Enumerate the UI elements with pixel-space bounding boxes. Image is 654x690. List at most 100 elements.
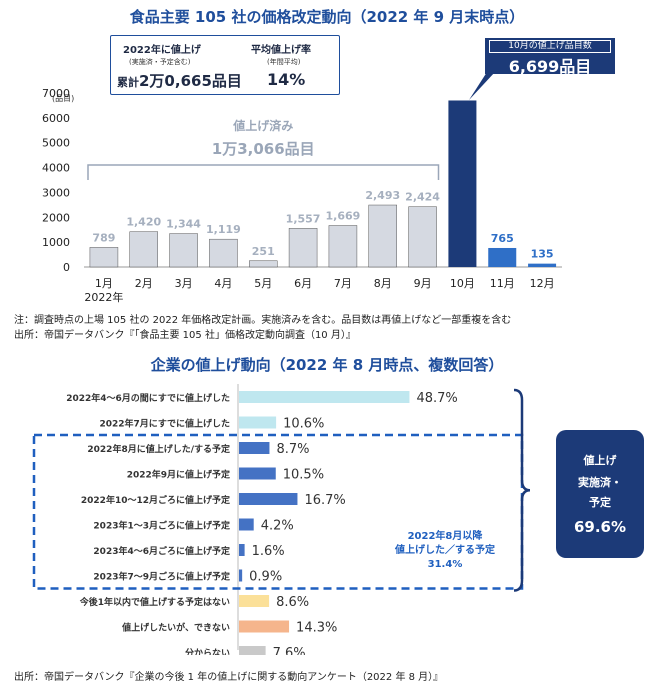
bar-value-label: 1,420 [126, 216, 161, 229]
hbar-3 [239, 442, 270, 454]
hbar-10 [239, 620, 290, 633]
x-tick-label: 4月 [214, 277, 232, 290]
info-left-number: 2万0,665品目 [139, 72, 242, 90]
x-tick-label: 2月 [135, 277, 153, 290]
done-bracket-value: 1万3,066品目 [212, 140, 315, 158]
category-label: 2023年4～6月ごろに値上げ予定 [93, 545, 231, 557]
summary-value: 69.6% [573, 518, 627, 536]
dashed-group-line-2: 値上げした／する予定 [395, 545, 495, 556]
top-chart-source: 出所：帝国データバンク『「食品主要 105 社」価格改定動向調査（10 月）』 [14, 330, 356, 341]
summary-line-3: 予定 [589, 496, 611, 509]
bar-9 [408, 206, 437, 268]
info-right-title: 平均値上げ率 [251, 45, 311, 56]
summary-box: 値上げ 実施済・ 予定 69.6% [556, 430, 644, 558]
info-right-value: 14% [267, 70, 306, 89]
x-tick-label: 6月 [294, 277, 312, 290]
category-label: 2023年1～3月ごろに値上げ予定 [93, 520, 231, 532]
hbar-value-label: 8.6% [276, 595, 309, 610]
hbar-1 [239, 391, 410, 403]
x-tick-label: 11月 [490, 277, 515, 290]
bar-11 [488, 247, 517, 267]
horizontal-bar-chart: 2022年4～6月の間にすでに値上げした 48.7% 2022年7月にすでに値上げし… [32, 384, 531, 655]
info-box: 2022年に値上げ (実施済・予定含む) 累計2万0,665品目 平均値上げ率 … [110, 35, 340, 95]
bar-3 [169, 233, 198, 268]
callout-pointer [469, 72, 495, 100]
x-tick-label: 1月 [95, 277, 113, 290]
bar-value-label: 1,557 [286, 212, 321, 225]
october-callout-value: 6,699品目 [508, 57, 592, 76]
bar-7 [328, 225, 358, 268]
y-tick-label: 1000 [42, 236, 70, 249]
x-tick-label: 5月 [254, 277, 272, 290]
bottom-chart-title: 企業の値上げ動向（2022 年 8 月時点、複数回答） [150, 356, 504, 374]
bar-6 [288, 228, 318, 268]
hbar-value-label: 1.6% [252, 544, 285, 559]
hbar-2 [239, 416, 277, 429]
x-tick-label: 9月 [414, 277, 432, 290]
bar-value-label: 789 [92, 231, 115, 244]
bar-10 [448, 100, 477, 268]
hbar-value-label: 14.3% [296, 621, 337, 636]
category-label: 2022年9月に値上げ予定 [127, 469, 231, 481]
year-label: 2022年 [84, 290, 123, 304]
y-tick-label: 2000 [42, 211, 70, 224]
info-left-title: 2022年に値上げ [123, 45, 201, 56]
info-left-value: 累計2万0,665品目 [117, 70, 242, 91]
hbar-value-label: 48.7% [416, 391, 457, 406]
bar-value-label: 251 [252, 245, 275, 258]
curly-brace [513, 388, 531, 592]
category-label: 2022年8月に値上げした/する予定 [87, 443, 231, 455]
y-tick-label: 0 [63, 261, 70, 274]
bar-value-label: 1,344 [166, 218, 201, 231]
y-axis-unit: (品目) [52, 94, 74, 103]
bar-2 [129, 231, 158, 268]
x-tick-label: 3月 [175, 277, 193, 290]
summary-line-2: 実施済・ [578, 476, 622, 489]
top-chart-note: 注：調査時点の上場 105 社の 2022 年価格改定計画。実施済みを含む。品目… [14, 315, 512, 326]
bar-value-label: 135 [531, 248, 554, 261]
bar-value-label: 1,669 [326, 210, 361, 223]
hbar-7 [239, 544, 245, 556]
hbar-value-label: 10.5% [283, 468, 324, 483]
top-bar-chart: (品目) 0 1000 2000 3000 4000 5000 6000 7000 値上げ済み 1万… [42, 87, 562, 304]
summary-line-1: 値上げ [583, 454, 617, 467]
hbar-value-label: 16.7% [304, 493, 345, 508]
hbar-11 [239, 646, 266, 655]
hbar-4 [239, 467, 276, 480]
hbar-5 [239, 493, 298, 505]
hbar-6 [239, 518, 254, 531]
info-left-sub: (実施済・予定含む) [129, 58, 191, 66]
category-label: 分からない [185, 647, 230, 655]
top-chart-title: 食品主要 105 社の価格改定動向（2022 年 9 月末時点） [129, 8, 525, 26]
hbar-9 [239, 595, 270, 607]
info-right-sub: (年間平均) [267, 58, 301, 66]
y-tick-label: 5000 [42, 137, 70, 150]
category-label: 2022年7月にすでに値上げした [100, 418, 231, 430]
hbar-value-label: 4.2% [261, 519, 294, 534]
bar-value-label: 2,424 [405, 191, 440, 204]
info-left-prefix: 累計 [117, 76, 139, 89]
x-tick-label: 12月 [530, 277, 555, 290]
hbar-8 [239, 569, 243, 582]
bottom-chart-source: 出所：帝国データバンク『企業の今後 1 年の値上げに関する動向アンケート（202… [14, 672, 444, 683]
dashed-group-label: 2022年8月以降 値上げした／する予定 31.4% [380, 530, 510, 572]
done-bracket [87, 164, 440, 180]
category-label: 今後1年以内で値上げする予定はない [79, 596, 230, 608]
y-tick-label: 6000 [42, 112, 70, 125]
hbar-value-label: 7.6% [273, 646, 306, 655]
category-label: 値上げしたいが、できない [121, 622, 230, 634]
bar-8 [368, 204, 397, 268]
bar-12 [528, 263, 557, 267]
bar-4 [209, 238, 238, 268]
october-callout-label: 10月の値上げ品目数 [489, 40, 611, 53]
bar-5 [249, 260, 278, 268]
hbar-value-label: 0.9% [249, 570, 282, 585]
bar-value-label: 1,119 [206, 223, 241, 236]
done-bracket-label: 値上げ済み [232, 118, 293, 133]
y-tick-label: 3000 [42, 186, 70, 199]
bar-1 [89, 247, 119, 268]
bar-value-label: 765 [491, 232, 514, 245]
dashed-group-line-1: 2022年8月以降 [407, 531, 483, 542]
dashed-group-line-3: 31.4% [427, 559, 463, 570]
october-callout: 10月の値上げ品目数 6,699品目 [485, 38, 615, 76]
